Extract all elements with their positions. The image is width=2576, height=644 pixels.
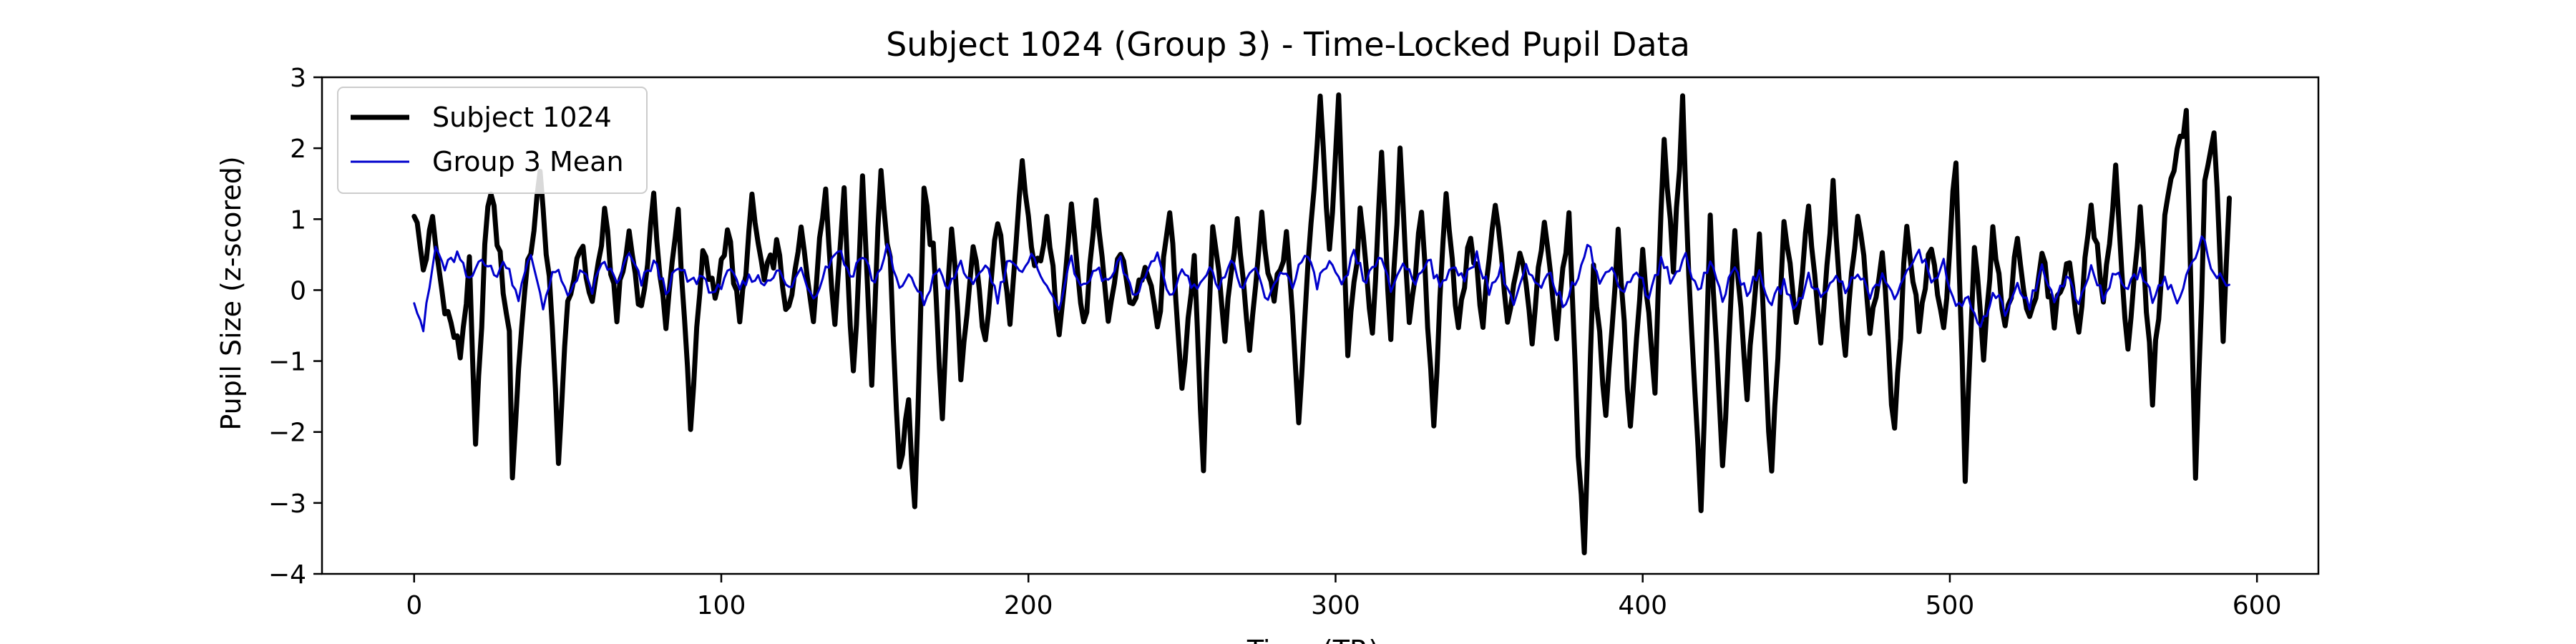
x-axis-label: Time (TR) <box>1246 635 1379 644</box>
x-tick-label: 300 <box>1311 591 1360 620</box>
y-tick-label: 1 <box>290 205 306 235</box>
y-tick-label: −2 <box>268 419 306 448</box>
x-tick-label: 0 <box>406 591 422 620</box>
series-line-group-mean <box>413 235 2230 333</box>
y-tick-label: −3 <box>268 489 306 519</box>
x-tick-label: 200 <box>1004 591 1053 620</box>
legend-label-group-mean: Group 3 Mean <box>432 146 624 177</box>
y-tick-label: −4 <box>268 560 306 590</box>
x-tick-label: 600 <box>2233 591 2282 620</box>
legend: Subject 1024 Group 3 Mean <box>337 87 648 194</box>
y-tick-label: 2 <box>290 135 306 164</box>
legend-label-subject: Subject 1024 <box>432 102 612 133</box>
y-axis-label: Pupil Size (z-scored) <box>215 156 247 430</box>
y-tick-label: 3 <box>290 64 306 93</box>
legend-box <box>337 87 648 194</box>
x-tick-label: 400 <box>1618 591 1667 620</box>
y-tick-label: 0 <box>290 276 306 306</box>
y-tick-label: −1 <box>268 348 306 377</box>
chart-title: Subject 1024 (Group 3) - Time-Locked Pup… <box>886 25 1690 64</box>
plot-frame <box>321 76 2320 575</box>
axes: 0 100 200 300 400 500 600 −4 −3 −2 −1 0 1 2 3 <box>268 64 2320 620</box>
plot-area <box>411 92 2232 555</box>
series-line-subject <box>411 92 2232 555</box>
x-tick-label: 500 <box>1926 591 1975 620</box>
x-tick-label: 100 <box>697 591 746 620</box>
